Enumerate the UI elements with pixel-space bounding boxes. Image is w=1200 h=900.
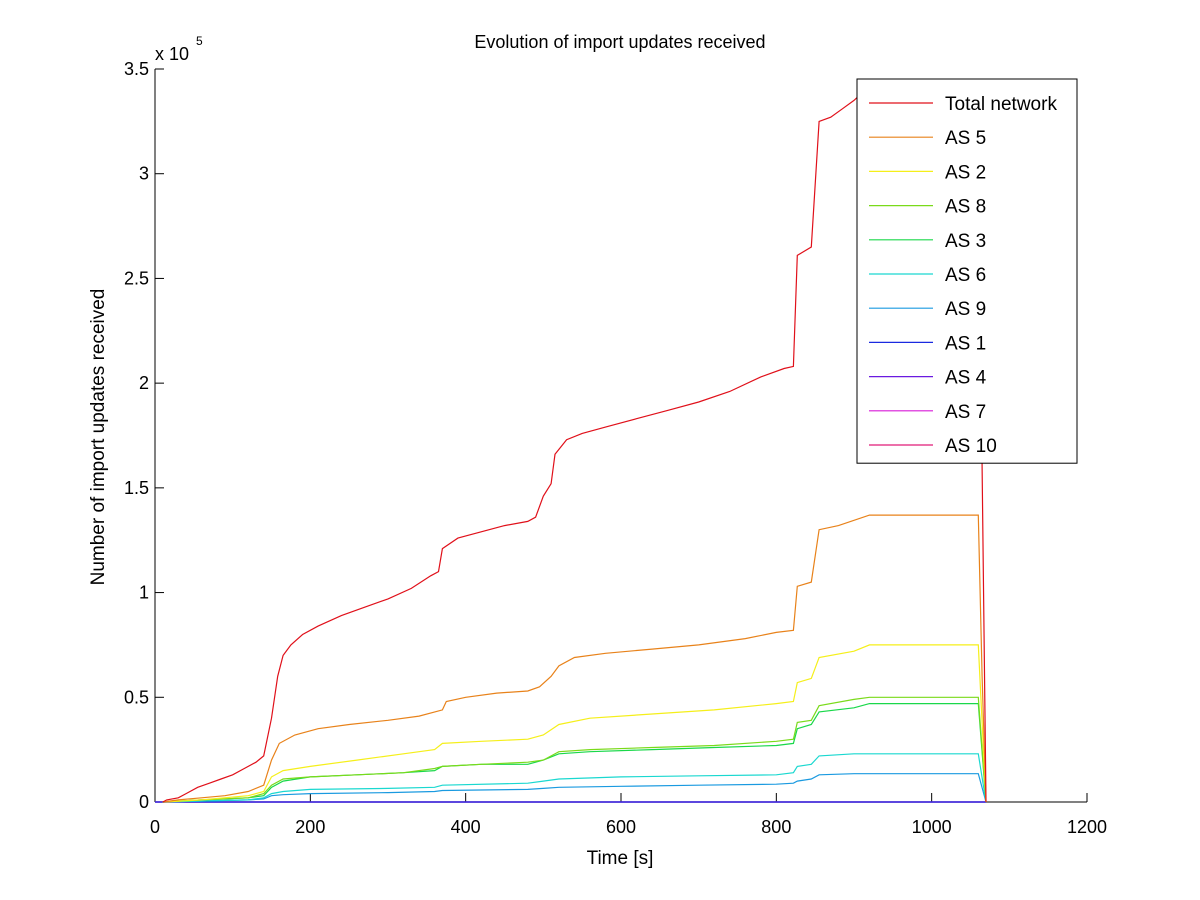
tick-marks: 0 200 400 600 800 1000 1200 0 0.5 1 1.5 2 2.5 3 3.5: [124, 59, 1107, 837]
legend-label: AS 10: [945, 436, 997, 457]
legend-label: AS 9: [945, 299, 986, 320]
series-line-as-5: [162, 514, 987, 803]
legend-label: AS 3: [945, 231, 986, 252]
y-tick-label: 2: [139, 373, 149, 393]
y-tick-label: 2.5: [124, 268, 149, 288]
x-tick-label: 1000: [912, 817, 952, 837]
y-tick-label: 3: [139, 164, 149, 184]
legend-box: [856, 78, 1078, 464]
y-multiplier-base: x 10: [155, 44, 189, 64]
y-tick-label: 1.5: [124, 478, 149, 498]
legend-label: AS 7: [945, 402, 986, 423]
y-tick-label: 0: [139, 792, 149, 812]
y-axis-label: Number of import updates received: [88, 289, 109, 586]
series-line-total-network: [162, 78, 987, 803]
x-tick-label: 600: [606, 817, 636, 837]
series-line-as-6: [162, 753, 987, 803]
y-tick-label: 0.5: [124, 687, 149, 707]
y-tick-label: 1: [139, 583, 149, 603]
legend-label: AS 1: [945, 333, 986, 354]
y-tick-label: 3.5: [124, 59, 149, 79]
chart-title: Evolution of import updates received: [474, 32, 765, 52]
legend-label: AS 5: [945, 128, 986, 149]
legend-label: AS 2: [945, 162, 986, 183]
series-line-as-8: [162, 696, 987, 803]
x-tick-label: 800: [761, 817, 791, 837]
x-tick-label: 0: [150, 817, 160, 837]
x-tick-label: 1200: [1067, 817, 1107, 837]
series-line-as-9: [162, 773, 987, 803]
legend-label: AS 8: [945, 197, 986, 218]
legend: Total network AS 5 AS 2 AS 8 AS 3 AS 6 AS 9 AS …: [856, 78, 1078, 464]
y-multiplier-exponent: 5: [196, 34, 203, 48]
y-multiplier: x 10 5: [155, 34, 203, 64]
x-tick-label: 400: [451, 817, 481, 837]
series-lines: [155, 78, 987, 803]
legend-label: AS 4: [945, 368, 987, 389]
legend-label: Total network: [945, 94, 1057, 115]
x-tick-label: 200: [295, 817, 325, 837]
series-line-as-2: [162, 644, 987, 803]
x-axis-label: Time [s]: [587, 848, 654, 869]
legend-label: AS 6: [945, 265, 986, 286]
